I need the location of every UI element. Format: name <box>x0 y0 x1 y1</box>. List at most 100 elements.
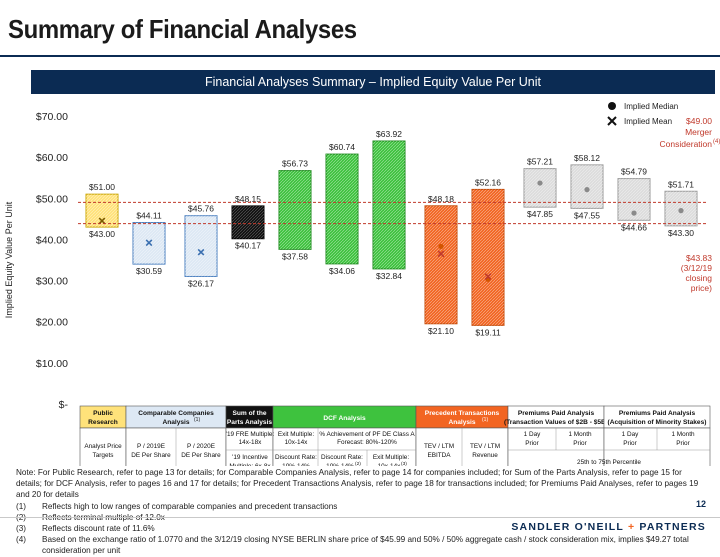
footnote-main: Note: For Public Research, refer to page… <box>16 468 699 500</box>
table-header-label: Premiums Paid Analysis <box>518 410 595 417</box>
page-title: Summary of Financial Analyses <box>8 14 357 44</box>
bar-low-label: $47.85 <box>527 209 553 219</box>
merger-consideration-footnote: (4) <box>713 139 720 145</box>
median-marker <box>584 187 590 193</box>
range-bar-hatch <box>373 141 405 269</box>
bar-low-label: $37.58 <box>282 251 308 261</box>
logo-plus: + <box>627 521 636 533</box>
closing-price-label: (3/12/19 <box>681 263 712 273</box>
row-precedent-ebitda: TEV / LTM <box>424 443 454 450</box>
row-dcf-discount-value: 10%-14% <box>282 463 310 466</box>
closing-price-label: closing <box>686 273 713 283</box>
footnote-number: (1) <box>16 501 27 511</box>
mean-marker <box>98 217 106 225</box>
bar-high-label: $48.15 <box>235 194 261 204</box>
bar-low-label: $43.00 <box>89 229 115 239</box>
table-header-label: Premiums Paid Analysis <box>619 410 696 417</box>
range-bar-hatch <box>279 170 311 250</box>
bar-low-label: $34.06 <box>329 266 355 276</box>
row-dcf-discount: Discount Rate: <box>275 454 317 461</box>
y-tick-label: $60.00 <box>36 152 68 164</box>
y-tick-label: $30.00 <box>36 276 68 288</box>
mean-marker <box>145 239 153 247</box>
table-header-label: (Acquisition of Minority Stakes) <box>608 419 707 426</box>
logo-part2: PARTNERS <box>639 521 706 533</box>
range-bar-group <box>372 140 406 270</box>
range-bar-group <box>523 168 557 208</box>
football-field-chart: Implied Equity Value Per Unit $70.00 $60.0… <box>4 102 720 466</box>
row-pe-2020: DE Per Share <box>181 452 221 459</box>
table-body-cell <box>272 427 417 466</box>
bar-low-label: $47.55 <box>574 210 600 220</box>
footnote-number: (3) <box>16 524 27 534</box>
bar-high-label: $54.79 <box>621 167 647 177</box>
row-dcf-exit-2-value: 10x-14x <box>378 463 402 466</box>
row-sotp-incentive: '19 Incentive <box>232 454 268 461</box>
bar-high-label: $63.92 <box>376 129 402 139</box>
row-minority-1day: 1 Day <box>622 431 639 438</box>
footer-divider <box>0 517 720 518</box>
bar-low-label: $44.66 <box>621 222 647 232</box>
row-sotp-incentive-value: Multiple: 6x-8x <box>229 463 271 466</box>
footnote-text: Reflects high to low ranges of comparabl… <box>42 501 338 511</box>
page-number: 12 <box>695 499 706 509</box>
table-header-label: Analysis <box>162 419 189 426</box>
y-tick-label: $10.00 <box>36 358 68 370</box>
row-precedent-ebitda: EBITDA <box>427 452 451 459</box>
range-bar-group <box>471 188 505 326</box>
table-header-label: DCF Analysis <box>323 415 366 422</box>
chart-banner: Financial Analyses Summary – Implied Equ… <box>31 70 715 94</box>
title-divider <box>0 55 720 57</box>
y-tick-label: $20.00 <box>36 317 68 329</box>
merger-consideration-label: $49.00 <box>686 116 712 126</box>
bar-low-label: $26.17 <box>188 278 214 288</box>
range-bar-hatch <box>326 154 358 264</box>
row-minority-1month: Prior <box>676 440 690 447</box>
row-dcf-discount-2-value: 10%-14% <box>326 463 354 466</box>
row-pe-2019: DE Per Share <box>131 452 171 459</box>
median-marker <box>537 180 543 186</box>
table-header-label: Comparable Companies <box>138 410 214 417</box>
closing-price-label: $43.83 <box>686 253 712 263</box>
bar-low-label: $43.30 <box>668 228 694 238</box>
table-body-cell <box>79 427 127 466</box>
bar-high-label: $51.00 <box>89 182 115 192</box>
closing-price-label: price) <box>691 283 712 293</box>
y-tick-label: $70.00 <box>36 111 68 123</box>
row-dcf-discount-2-footnote: (2) <box>355 461 361 466</box>
row-pe-2019: P / 2019E <box>137 443 165 450</box>
bar-low-label: $21.10 <box>428 326 454 336</box>
legend-median-label: Implied Median <box>624 102 678 111</box>
row-pe-2020: P / 2020E <box>187 443 215 450</box>
y-tick-label: $50.00 <box>36 193 68 205</box>
footnote-text: Based on the exchange ratio of 1.0770 an… <box>42 535 689 556</box>
median-marker <box>631 210 637 216</box>
row-precedent-revenue: Revenue <box>472 452 498 459</box>
legend-mean-marker <box>607 116 617 126</box>
median-marker <box>438 243 444 250</box>
firm-logo: SANDLER O'NEILL + PARTNERS <box>511 521 706 533</box>
range-bar-hatch <box>425 205 457 324</box>
table-header-label: Sum of the <box>232 410 266 417</box>
row-premium-1month: Prior <box>573 440 587 447</box>
table-header-label: Parts Analysis <box>227 419 273 426</box>
bar-low-label: $32.84 <box>376 271 402 281</box>
mean-marker <box>197 248 205 256</box>
footnotes: Note: For Public Research, refer to page… <box>16 467 706 557</box>
bar-high-label: $60.74 <box>329 142 355 152</box>
row-dcf-exit-2: Exit Multiple: <box>373 454 409 461</box>
bar-high-label: $52.16 <box>475 177 501 187</box>
y-tick-label: $- <box>59 399 69 411</box>
row-sotp-fre-value: 14x-18x <box>239 439 263 446</box>
row-sotp-fre: '19 FRE Multiple: <box>226 431 275 438</box>
row-dcf-exit-2-footnote: (3) <box>401 461 407 466</box>
row-dcf-pf: % Achievement of PF DE Class A <box>319 431 415 438</box>
mean-marker <box>437 250 445 258</box>
merger-consideration-label: Merger <box>685 127 712 137</box>
row-public-research: Targets <box>93 452 114 459</box>
range-bar-group <box>570 164 604 209</box>
y-axis-label: Implied Equity Value Per Unit <box>4 201 14 318</box>
row-premium-1day: 1 Day <box>524 431 541 438</box>
row-premium-percentile: 25th to 75th Percentile <box>577 459 641 466</box>
row-dcf-exit: Exit Multiple: <box>278 431 314 438</box>
